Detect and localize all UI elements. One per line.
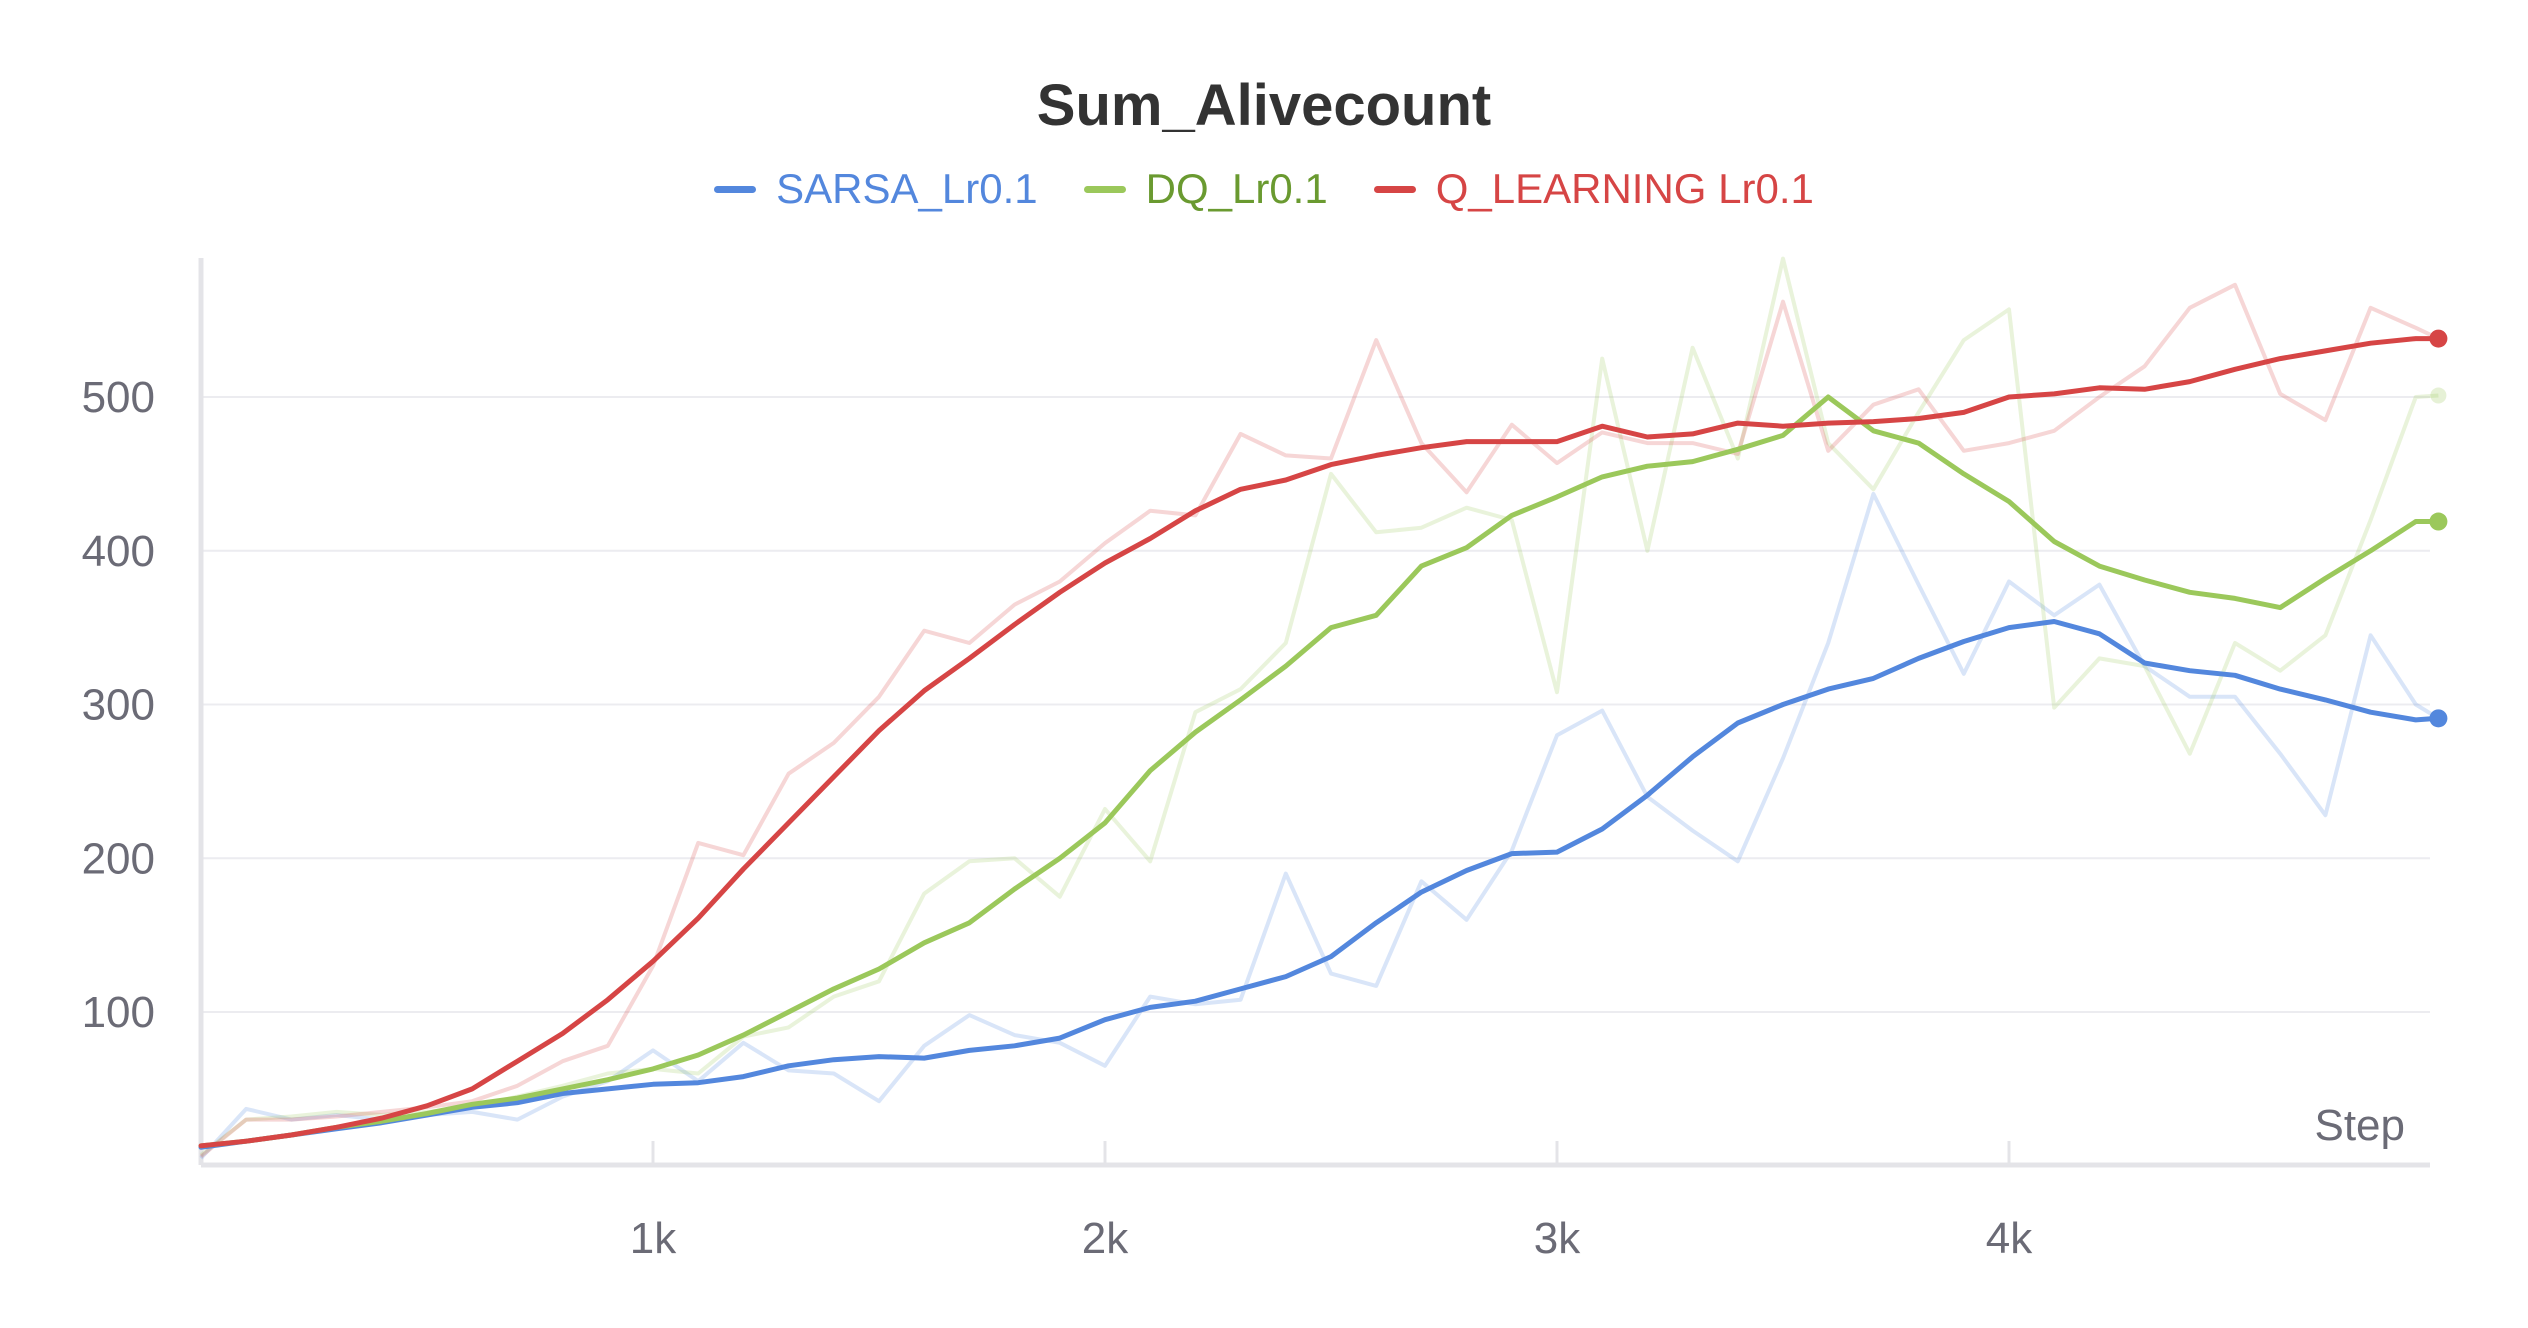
x-tick-label: 1k <box>630 1214 677 1263</box>
y-tick-label: 300 <box>82 681 155 730</box>
series-line-q-learning-lr0-1 <box>198 336 2441 1149</box>
chart-legend: SARSA_Lr0.1 DQ_Lr0.1 Q_LEARNING Lr0.1 <box>0 165 2528 213</box>
legend-item-sarsa[interactable]: SARSA_Lr0.1 <box>714 165 1038 213</box>
legend-item-q-learning[interactable]: Q_LEARNING Lr0.1 <box>1373 165 1814 213</box>
x-tick-label: 3k <box>1534 1214 1581 1263</box>
x-tick-label: 4k <box>1986 1214 2033 1263</box>
y-tick-label: 400 <box>82 527 155 576</box>
end-point-sarsa-lr0-1 <box>2429 709 2448 728</box>
raw-end-point-dq-lr0-1 <box>2430 387 2447 404</box>
raw-line-sarsa-lr0-1 <box>199 491 2440 1160</box>
legend-swatch-sarsa <box>714 185 757 193</box>
x-tick-label: 2k <box>1082 1214 1129 1263</box>
legend-label-sarsa: SARSA_Lr0.1 <box>776 165 1038 212</box>
end-points <box>2429 329 2448 728</box>
series-line-dq-lr0-1 <box>198 394 2441 1149</box>
legend-label-q-learning: Q_LEARNING Lr0.1 <box>1435 165 1814 212</box>
grid-lines <box>201 396 2430 1013</box>
series-line-sarsa-lr0-1 <box>198 619 2441 1150</box>
x-axis-label: Step <box>2314 1101 2405 1150</box>
legend-swatch-dq <box>1083 185 1126 193</box>
axes <box>198 258 2430 1168</box>
raw-series-lines <box>199 256 2440 1160</box>
legend-label-dq: DQ_Lr0.1 <box>1145 165 1328 212</box>
raw-line-q-learning-lr0-1 <box>199 282 2440 1159</box>
raw-line-dq-lr0-1 <box>199 256 2439 1157</box>
tick-labels: 100 200 300 400 500 1k 2k 3k 4k <box>82 373 2034 1263</box>
chart-title: Sum_Alivecount <box>1036 73 1492 138</box>
y-tick-label: 500 <box>82 373 155 422</box>
end-point-q-learning-lr0-1 <box>2429 329 2448 348</box>
y-tick-label: 200 <box>82 834 155 883</box>
y-tick-label: 100 <box>82 988 155 1037</box>
legend-swatch-q-learning <box>1373 185 1416 193</box>
smoothed-series-lines <box>198 336 2441 1150</box>
end-point-dq-lr0-1 <box>2429 512 2448 531</box>
legend-item-dq[interactable]: DQ_Lr0.1 <box>1083 165 1328 213</box>
